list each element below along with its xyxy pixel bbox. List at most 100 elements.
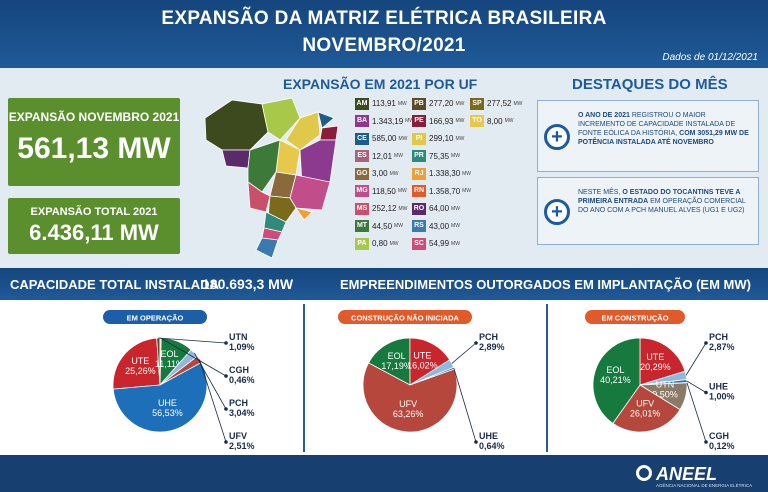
uf-unit: MW <box>389 240 399 247</box>
highlight-text: O ANO DE 2021 REGISTROU O MAIOR INCREMEN… <box>578 111 752 147</box>
uf-code: MG <box>355 185 369 197</box>
uf-row: CE 585,00 MW <box>355 132 407 145</box>
projects-title: EMPREENDIMENTOS OUTORGADOS EM IMPLANTAÇÃ… <box>340 277 751 292</box>
slice-label: 25,26% <box>125 366 156 376</box>
uf-value: 8,00 <box>487 116 503 126</box>
slice-category: PCH <box>229 398 248 408</box>
uf-code: MT <box>355 220 369 232</box>
slice-category: UTN <box>656 379 675 389</box>
leader-dot <box>224 374 228 378</box>
uf-row: RS 43,00 MW <box>412 220 460 233</box>
uf-value: 113,91 <box>372 99 396 108</box>
slice-label: 63,26% <box>393 409 424 419</box>
chart-title: EM OPERAÇÃO <box>127 314 184 323</box>
uf-row: PA 0,80 MW <box>355 237 398 250</box>
uf-unit: MW <box>398 135 408 142</box>
title: EXPANSÃO DA MATRIZ ELÉTRICA BRASILEIRA <box>161 8 607 29</box>
slice-category: UTE <box>131 356 149 366</box>
uf-row: RO 64,00 MW <box>412 202 460 215</box>
slice-label: 0,12% <box>709 441 735 451</box>
slice-label: 2,51% <box>229 441 255 451</box>
uf-code: PI <box>412 132 426 145</box>
divider <box>303 304 305 452</box>
header-band <box>0 0 768 68</box>
uf-code: CE <box>355 132 369 145</box>
chart-title: EM CONSTRUÇÃO <box>601 314 668 323</box>
leader-dot <box>704 390 708 395</box>
slice-label: 0,64% <box>479 441 505 451</box>
text-part: EM OPERAÇÃO COMERCIAL DO ANO COM A PCH M… <box>578 198 746 214</box>
slice-category: PCH <box>479 332 498 342</box>
uf-unit: MW <box>451 205 460 212</box>
slice-category: UTE <box>413 350 431 360</box>
title-pill <box>338 310 472 324</box>
uf-code: RO <box>412 202 426 215</box>
slice-category: UHE <box>158 398 177 408</box>
uf-unit: MW <box>451 223 460 229</box>
slice-label: 0,46% <box>229 375 255 385</box>
plus-icon: + <box>544 199 570 225</box>
leader-line <box>686 382 707 443</box>
slice-category: CGH <box>709 431 729 441</box>
chart-title: CONSTRUÇÃO NÃO INICIADA <box>351 314 459 323</box>
logo-icon <box>636 465 652 481</box>
uf-unit: MW <box>462 170 472 177</box>
slice-category: UTN <box>229 332 248 342</box>
total-label: EXPANSÃO TOTAL 2021 <box>30 206 158 218</box>
uf-row: GO 3,00 MW <box>355 167 398 180</box>
highlights-title: DESTAQUES DO MÊS <box>572 76 728 93</box>
capacity-value: 180.693,3 MW <box>202 276 294 292</box>
leader-line <box>685 342 707 376</box>
uf-value: 252,12 <box>372 204 397 213</box>
uf-value: 277,20 <box>429 99 454 108</box>
uf-row: SC 54,99 MW <box>412 237 460 250</box>
leader-line <box>453 368 477 443</box>
leader-dot <box>704 341 708 345</box>
uf-unit: MW <box>451 153 460 159</box>
leader-dot <box>474 440 478 444</box>
uf-row: PI 299,10 MW <box>412 132 464 145</box>
pie-slice <box>409 337 451 386</box>
slice-label: 56,53% <box>152 408 183 418</box>
uf-unit: MW <box>398 205 408 212</box>
text-part: REGISTROU O MAIOR INCREMENTO DE CAPACIDA… <box>578 112 736 137</box>
text-part: O ANO DE 2021 <box>578 112 630 119</box>
slice-label: 1,00% <box>709 392 735 402</box>
uf-row: PB 277,20 MW <box>412 97 464 110</box>
slice-label: 17,19% <box>381 361 412 371</box>
uf-unit: MW <box>405 118 415 124</box>
uf-code: PR <box>412 150 426 162</box>
uf-unit: MW <box>397 188 407 194</box>
highlight-box: + NESTE MÊS, O ESTADO DO TOCANTINS TEVE A… <box>537 177 759 245</box>
uf-code: RJ <box>412 167 426 180</box>
slice-category: UHE <box>479 431 498 441</box>
uf-row: TO 8,00 MW <box>470 115 513 128</box>
leader-dot <box>474 341 478 345</box>
date: Dados de 01/12/2021 <box>662 52 758 63</box>
uf-unit: MW <box>462 188 472 194</box>
uf-code: PE <box>412 115 426 127</box>
uf-code: SC <box>412 237 426 250</box>
uf-unit: MW <box>394 153 403 159</box>
pie-slice <box>592 337 641 424</box>
uf-value: 1.338,30 <box>429 169 461 178</box>
uf-value: 1.343,19 <box>372 116 404 126</box>
title-pill <box>585 310 685 324</box>
leader-line <box>199 359 227 443</box>
uf-row: PE 166,93 MW <box>412 115 464 128</box>
leader-dot <box>224 407 228 411</box>
slice-category: UFV <box>229 431 247 441</box>
uf-value: 166,93 <box>429 116 454 126</box>
uf-row: AM 113,91 MW <box>355 97 407 110</box>
uf-code: RN <box>412 185 426 197</box>
uf-value: 3,00 <box>372 169 388 178</box>
highlight-text: NESTE MÊS, O ESTADO DO TOCANTINS TEVE A … <box>578 188 752 215</box>
uf-row: PR 75,35 MW <box>412 150 460 163</box>
slice-category: UFV <box>399 399 417 409</box>
map <box>204 97 339 259</box>
uf-value: 44,50 <box>372 221 393 231</box>
uf-unit: MW <box>455 118 465 124</box>
pie-slice <box>367 337 411 386</box>
month-label: EXPANSÃO NOVEMBRO 2021 <box>8 110 180 124</box>
